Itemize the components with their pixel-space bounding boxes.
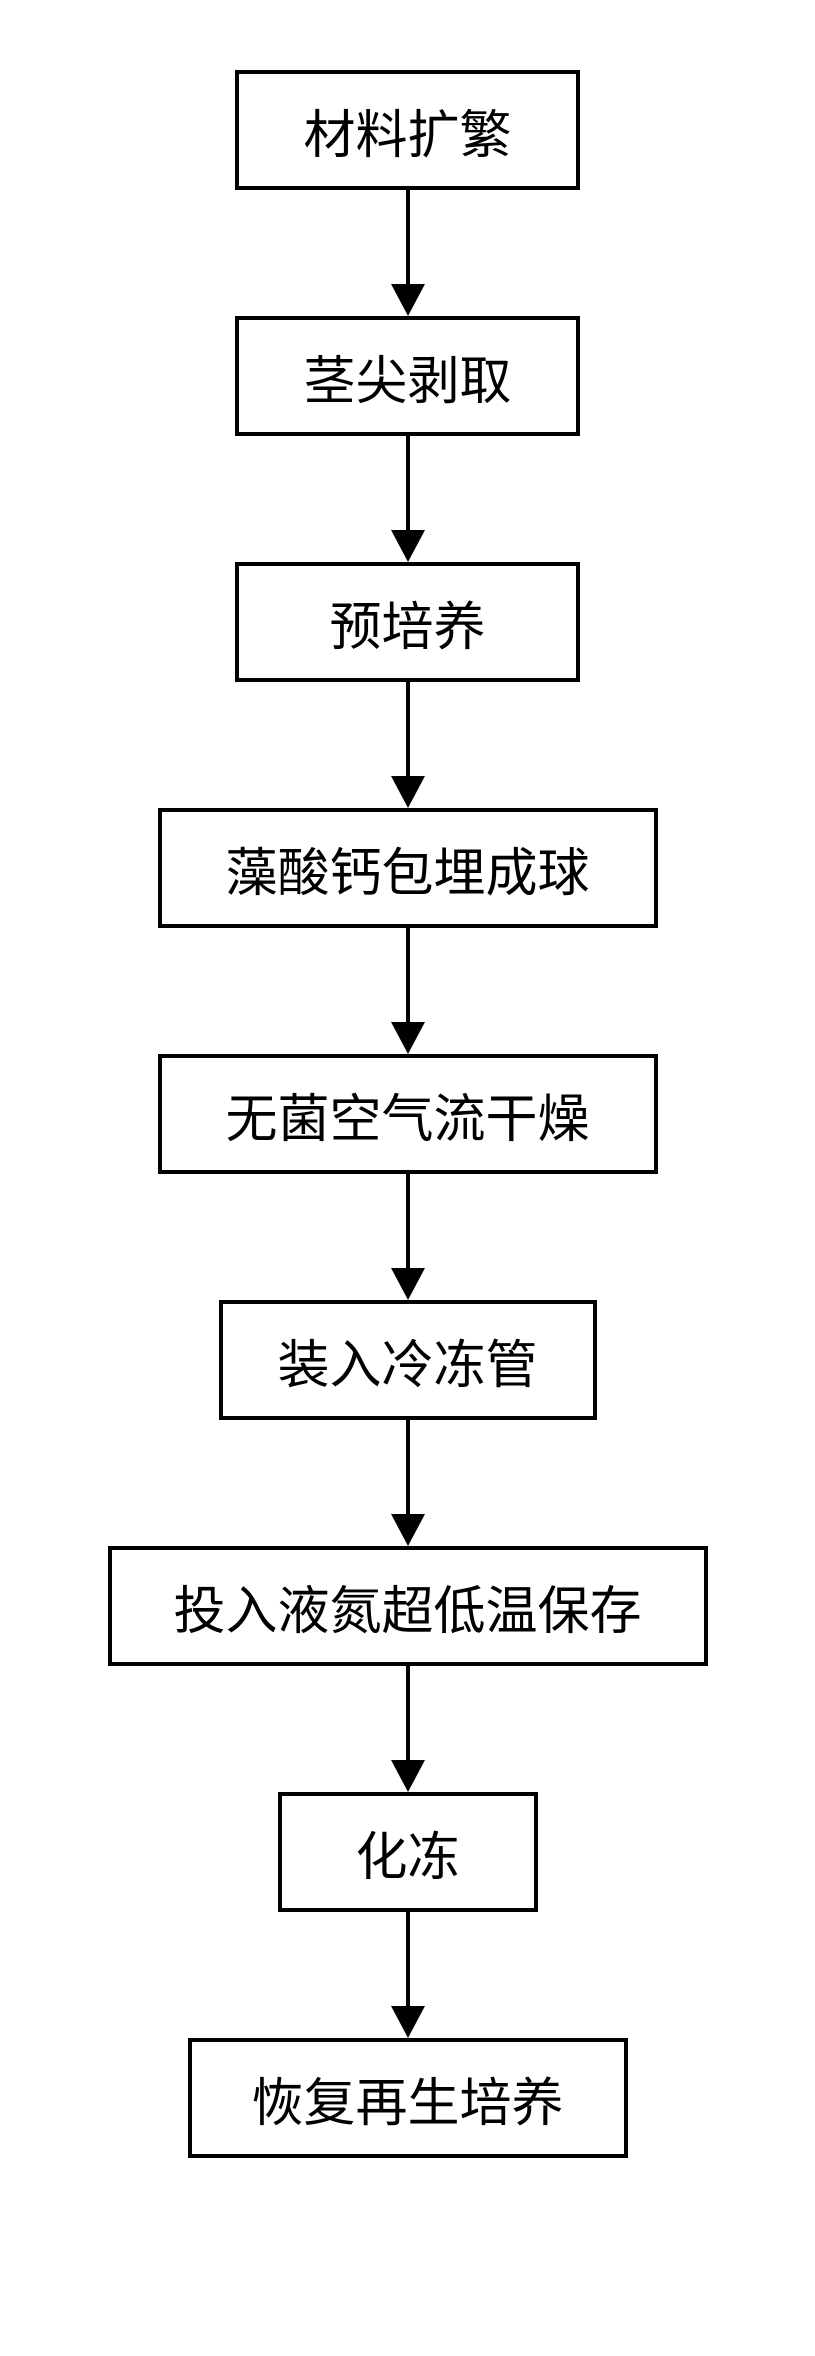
flow-node-label: 藻酸钙包埋成球 <box>225 831 589 906</box>
arrow-head-icon <box>391 284 425 316</box>
flow-arrow <box>391 436 425 562</box>
flow-node-label: 预培养 <box>329 585 485 660</box>
arrow-head-icon <box>391 1514 425 1546</box>
flow-node: 预培养 <box>235 562 580 682</box>
flow-node-label: 投入液氮超低温保存 <box>173 1569 641 1644</box>
flow-node: 投入液氮超低温保存 <box>108 1546 708 1666</box>
flow-node-label: 茎尖剥取 <box>303 339 511 414</box>
arrow-shaft <box>406 1912 410 2007</box>
flow-node: 无菌空气流干燥 <box>158 1054 658 1174</box>
arrow-head-icon <box>391 776 425 808</box>
arrow-shaft <box>406 1174 410 1269</box>
flow-node: 茎尖剥取 <box>235 316 580 436</box>
arrow-shaft <box>406 190 410 285</box>
flow-arrow <box>391 682 425 808</box>
flow-node-label: 材料扩繁 <box>303 93 511 168</box>
flow-node: 藻酸钙包埋成球 <box>158 808 658 928</box>
flow-arrow <box>391 1666 425 1792</box>
arrow-shaft <box>406 1666 410 1761</box>
flow-node-label: 装入冷冻管 <box>277 1323 537 1398</box>
flow-node: 恢复再生培养 <box>188 2038 628 2158</box>
flow-arrow <box>391 928 425 1054</box>
arrow-shaft <box>406 928 410 1023</box>
arrow-head-icon <box>391 2006 425 2038</box>
flow-node-label: 恢复再生培养 <box>251 2061 563 2136</box>
flow-arrow <box>391 1420 425 1546</box>
arrow-shaft <box>406 1420 410 1515</box>
arrow-head-icon <box>391 1760 425 1792</box>
arrow-head-icon <box>391 530 425 562</box>
flow-node-label: 无菌空气流干燥 <box>225 1077 589 1152</box>
flow-node: 化冻 <box>278 1792 538 1912</box>
flowchart-container: 材料扩繁 茎尖剥取 预培养 藻酸钙包埋成球 无菌空气流干燥 装入冷冻管 投入 <box>0 0 815 2356</box>
arrow-shaft <box>406 436 410 531</box>
arrow-shaft <box>406 682 410 777</box>
arrow-head-icon <box>391 1022 425 1054</box>
flow-arrow <box>391 1174 425 1300</box>
flow-node: 装入冷冻管 <box>219 1300 597 1420</box>
flow-node-label: 化冻 <box>355 1815 459 1890</box>
flow-arrow <box>391 1912 425 2038</box>
arrow-head-icon <box>391 1268 425 1300</box>
flow-node: 材料扩繁 <box>235 70 580 190</box>
flow-arrow <box>391 190 425 316</box>
